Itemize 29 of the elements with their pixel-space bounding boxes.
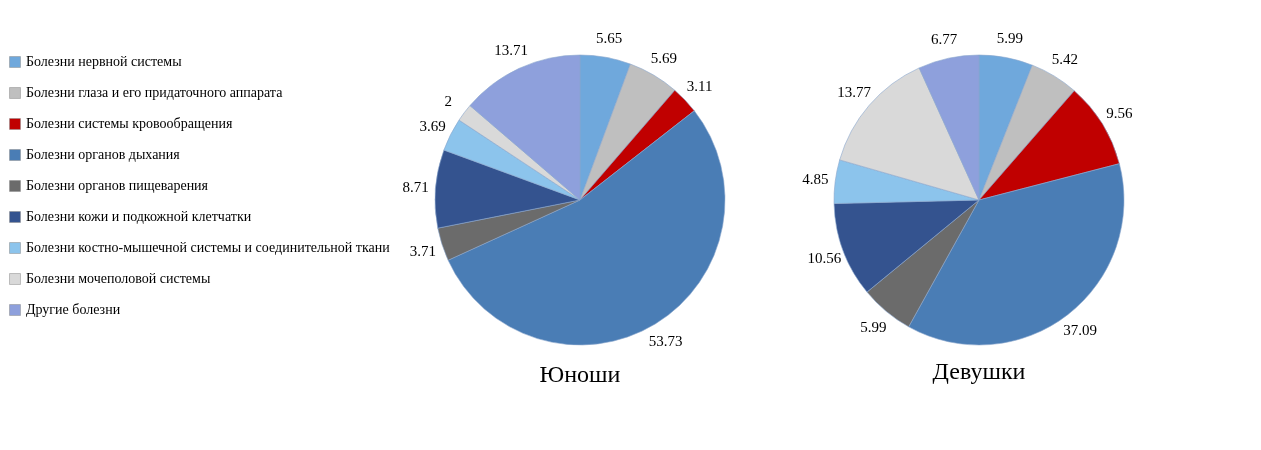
slice-label: Юноши — [539, 361, 621, 388]
data-label: 53.73 — [648, 333, 683, 350]
data-label: 3.11 — [686, 78, 713, 95]
data-label: 5.65 — [596, 29, 623, 46]
data-label: 9.56 — [1106, 105, 1133, 122]
data-label: 13.71 — [494, 42, 528, 59]
data-label: 5.42 — [1051, 51, 1078, 68]
legend-label: Болезни глаза и его придаточного аппарата — [26, 85, 284, 100]
legend-label: Болезни органов дыхания — [26, 147, 181, 162]
data-label: 13.77 — [837, 84, 872, 101]
data-label: 4.85 — [802, 170, 829, 187]
data-label: 3.69 — [419, 117, 446, 134]
legend-label: Болезни кожи и подкожной клетчатки — [26, 209, 252, 224]
data-label: 2 — [444, 92, 453, 109]
slice-label: Девушки — [932, 358, 1026, 385]
data-label: 6.77 — [931, 30, 958, 47]
data-label: 3.71 — [409, 242, 437, 259]
data-label: 10.56 — [807, 249, 842, 266]
legend-label: Болезни нервной системы — [26, 54, 183, 69]
legend-label: Болезни мочеполовой системы — [26, 271, 211, 286]
legend-label: Болезни системы кровообращения — [26, 116, 233, 131]
data-label: 5.69 — [650, 49, 678, 66]
legend-label: Другие болезни — [26, 302, 121, 317]
data-label: 5.99 — [860, 318, 887, 335]
legend-label: Болезни органов пищеварения — [26, 178, 209, 193]
data-label: 37.09 — [1063, 322, 1097, 339]
data-label: 8.71 — [402, 179, 429, 196]
data-label: 5.99 — [996, 29, 1023, 46]
legend-label: Болезни костно-мышечной системы и соединительной ткани — [26, 240, 391, 255]
